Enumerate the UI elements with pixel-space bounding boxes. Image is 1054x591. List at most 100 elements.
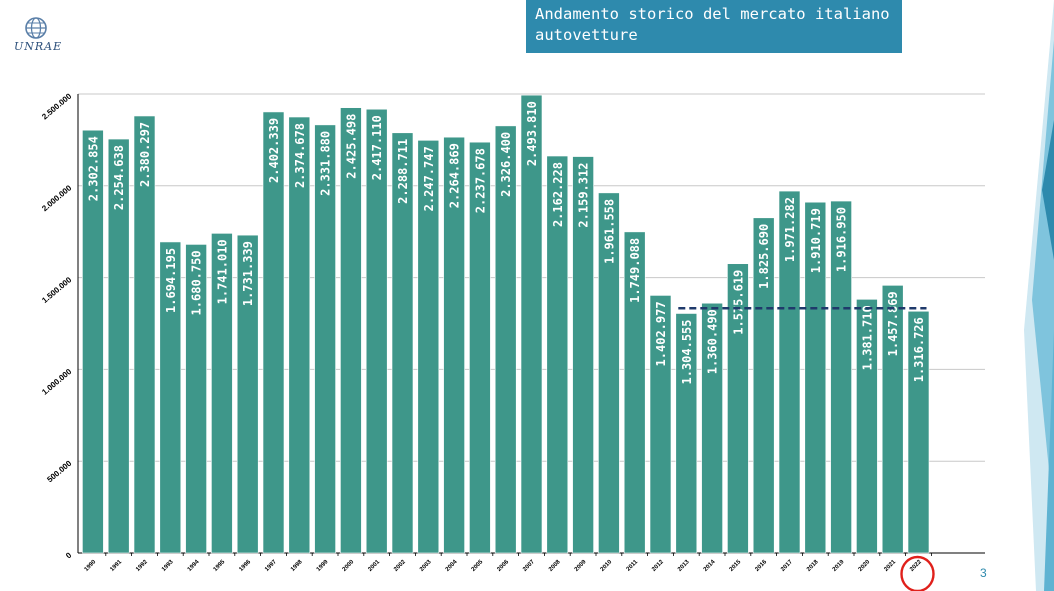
x-tick-label: 2001 bbox=[367, 559, 381, 573]
x-tick-label: 1993 bbox=[161, 559, 175, 573]
bar bbox=[262, 111, 285, 554]
data-label: 2.162.228 bbox=[551, 162, 565, 227]
bar bbox=[133, 115, 156, 554]
bar bbox=[82, 129, 104, 554]
x-tick-label: 2013 bbox=[677, 559, 691, 573]
bar bbox=[752, 217, 775, 554]
x-tick-label: 1995 bbox=[213, 559, 227, 573]
bar bbox=[185, 244, 207, 554]
x-tick-label: 2014 bbox=[703, 559, 717, 573]
data-label: 1.910.719 bbox=[809, 208, 823, 273]
bar bbox=[340, 107, 362, 554]
bar bbox=[520, 94, 543, 554]
bar bbox=[211, 233, 233, 554]
highlight-circle bbox=[900, 555, 935, 591]
x-tick-label: 1991 bbox=[109, 559, 123, 573]
bar bbox=[856, 299, 878, 554]
data-label: 1.402.977 bbox=[654, 301, 668, 366]
x-tick-label: 2011 bbox=[626, 559, 640, 573]
data-label: 2.264.869 bbox=[448, 143, 462, 208]
x-tick-label: 2007 bbox=[522, 559, 536, 573]
bar bbox=[907, 310, 930, 554]
bar bbox=[830, 200, 852, 554]
x-tick-label: 2008 bbox=[548, 559, 562, 573]
bar bbox=[314, 124, 336, 554]
x-tick-label: 2002 bbox=[393, 559, 407, 573]
x-tick-label: 2006 bbox=[496, 559, 510, 573]
y-tick-label: 2.000.000 bbox=[40, 183, 73, 213]
y-tick-label: 1.500.000 bbox=[40, 275, 73, 305]
y-tick-label: 500.000 bbox=[45, 458, 73, 484]
bar bbox=[804, 201, 827, 554]
logo-text: UNRAE bbox=[14, 40, 63, 53]
x-tick-label: 1999 bbox=[316, 559, 330, 573]
decorative-side-triangles bbox=[1024, 0, 1054, 591]
data-label: 2.302.854 bbox=[86, 136, 100, 201]
bar bbox=[546, 155, 569, 554]
bar bbox=[598, 192, 620, 554]
data-label: 1.971.282 bbox=[783, 197, 797, 262]
x-tick-label: 2015 bbox=[729, 559, 743, 573]
data-label: 2.417.110 bbox=[370, 115, 384, 180]
bar bbox=[391, 132, 414, 554]
data-label: 2.331.880 bbox=[319, 131, 333, 196]
data-label: 2.493.810 bbox=[525, 101, 539, 166]
data-label: 1.961.558 bbox=[602, 199, 616, 264]
data-label: 2.288.711 bbox=[396, 139, 410, 204]
y-tick-label: 2.500.000 bbox=[40, 91, 73, 121]
data-label: 1.381.710 bbox=[860, 305, 874, 370]
data-label: 2.159.312 bbox=[577, 163, 591, 228]
bar bbox=[701, 302, 723, 554]
data-label: 1.457.869 bbox=[886, 291, 900, 356]
x-tick-label: 2010 bbox=[600, 559, 614, 573]
unrae-logo: UNRAE bbox=[14, 16, 63, 56]
data-label: 2.374.678 bbox=[293, 123, 307, 188]
x-tick-label: 2009 bbox=[574, 559, 588, 573]
data-label: 2.247.747 bbox=[422, 146, 436, 211]
x-tick-label: 1997 bbox=[264, 559, 278, 573]
data-label: 2.237.678 bbox=[473, 148, 487, 213]
bar bbox=[572, 156, 594, 554]
bar bbox=[727, 263, 749, 554]
data-label: 2.254.638 bbox=[112, 145, 126, 210]
x-tick-label: 1992 bbox=[135, 559, 149, 573]
page-number: 3 bbox=[980, 566, 987, 580]
x-tick-label: 2022 bbox=[909, 559, 923, 573]
data-label: 1.694.195 bbox=[164, 248, 178, 313]
data-label: 1.360.490 bbox=[706, 309, 720, 374]
bar bbox=[107, 138, 130, 554]
x-tick-label: 1990 bbox=[84, 559, 98, 573]
data-label: 1.316.726 bbox=[912, 317, 926, 382]
bar bbox=[288, 116, 311, 554]
globe-icon bbox=[25, 17, 47, 39]
x-tick-label: 2016 bbox=[754, 559, 768, 573]
x-tick-label: 2003 bbox=[419, 559, 433, 573]
data-label: 2.402.339 bbox=[267, 118, 281, 183]
data-label: 1.741.010 bbox=[215, 239, 229, 304]
y-tick-label: 1.000.000 bbox=[40, 367, 73, 397]
data-label: 1.304.555 bbox=[680, 319, 694, 384]
bar bbox=[494, 125, 517, 554]
data-label: 1.731.339 bbox=[241, 241, 255, 306]
y-tick-label: 0 bbox=[64, 550, 74, 560]
x-tick-label: 1998 bbox=[290, 559, 304, 573]
bar bbox=[675, 313, 698, 554]
x-tick-label: 2020 bbox=[858, 559, 872, 573]
data-label: 2.380.297 bbox=[138, 122, 152, 187]
bar bbox=[881, 285, 904, 554]
bar bbox=[417, 140, 440, 554]
x-tick-label: 2021 bbox=[883, 559, 897, 573]
bar bbox=[365, 108, 388, 554]
bar bbox=[649, 295, 672, 554]
data-label: 1.680.750 bbox=[190, 250, 204, 315]
slide-title: Andamento storico del mercato italiano a… bbox=[526, 0, 902, 53]
data-label: 2.326.400 bbox=[499, 132, 513, 197]
bar bbox=[778, 190, 801, 554]
x-tick-label: 1996 bbox=[238, 559, 252, 573]
bar bbox=[469, 141, 491, 554]
bar bbox=[236, 234, 259, 554]
x-tick-label: 2000 bbox=[342, 559, 356, 573]
x-tick-label: 2005 bbox=[471, 559, 485, 573]
x-tick-label: 1994 bbox=[187, 559, 201, 573]
